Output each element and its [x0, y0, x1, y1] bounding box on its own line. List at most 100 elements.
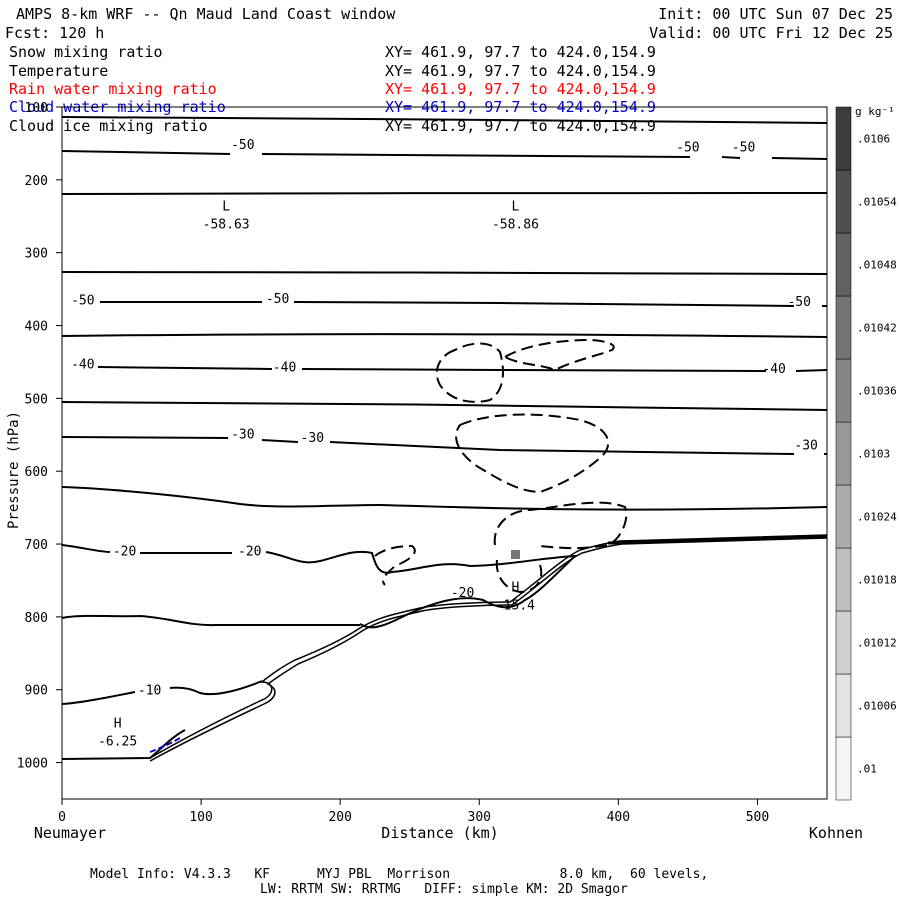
isotherm-label: -50	[231, 138, 254, 153]
y-tick-label: 200	[25, 174, 48, 189]
y-tick-label: 100	[25, 101, 48, 116]
x-axis: 0 100 200 300 400 500	[58, 799, 769, 825]
extremum-kind: L	[512, 200, 520, 215]
y-tick-label: 400	[25, 320, 48, 335]
variable-rain-xy: XY= 461.9, 97.7 to 424.0,154.9	[385, 80, 656, 98]
colorbar-level-label: .0106	[857, 133, 890, 146]
variable-temperature-name: Temperature	[9, 62, 108, 80]
colorbar-level-label: .01006	[857, 700, 897, 713]
colorbar-level-label: .01012	[857, 637, 897, 650]
isotherm-minus30	[61, 436, 827, 455]
cloud-ice-blob-3	[455, 413, 610, 494]
colorbar-swatch	[835, 232, 852, 297]
isotherm-label: -40	[71, 357, 94, 372]
colorbar-swatch	[835, 547, 852, 612]
colorbar-level-label: .01024	[857, 511, 897, 524]
y-tick-label: 1000	[17, 757, 48, 772]
colorbar-swatch	[835, 484, 852, 549]
variable-temperature-xy: XY= 461.9, 97.7 to 424.0,154.9	[385, 62, 656, 80]
x-tick-label: 500	[746, 810, 769, 825]
variable-snow-xy: XY= 461.9, 97.7 to 424.0,154.9	[385, 43, 656, 61]
isotherm-minus40	[97, 366, 828, 372]
isotherm-label: -50	[787, 295, 810, 310]
extremum-value: -58.63	[203, 218, 250, 233]
terrain-profile	[149, 534, 828, 762]
variable-snow-name: Snow mixing ratio	[9, 43, 163, 61]
isotherm-upper-flat	[61, 192, 828, 195]
variable-cloudice-name: Cloud ice mixing ratio	[9, 117, 208, 135]
y-tick-label: 900	[25, 684, 48, 699]
isotherm-label: -40	[273, 360, 296, 375]
cloud-ice-contours	[374, 338, 628, 594]
terrain-line-outer	[149, 534, 828, 759]
figure-title: AMPS 8-km WRF -- Qn Maud Land Coast wind…	[16, 5, 396, 23]
isotherm-mid-upper	[61, 271, 828, 275]
forecast-hour: Fcst: 120 h	[5, 24, 104, 42]
isotherm-label: -40	[762, 362, 785, 377]
colorbar-swatch	[835, 673, 852, 738]
cloud-ice-blob-5	[374, 544, 416, 586]
temperature-contours	[61, 116, 828, 760]
y-axis-label: Pressure (hPa)	[6, 411, 22, 529]
x-tick-label: 0	[58, 810, 66, 825]
x-axis-label: Distance (km)	[381, 824, 498, 842]
isotherm-label: -20	[451, 586, 474, 601]
extremum-value: -58.86	[492, 218, 539, 233]
x-axis-end-label: Kohnen	[809, 824, 863, 842]
cloud-ice-blob-6	[495, 559, 543, 594]
y-tick-label: 700	[25, 538, 48, 553]
isotherm-label: -50	[676, 140, 699, 155]
isotherm-minus20-upper	[61, 486, 828, 511]
isotherm-label: -30	[794, 438, 817, 453]
cloud-ice-blob-2	[502, 338, 615, 372]
isotherm-minus20	[61, 544, 578, 629]
colorbar-swatch	[835, 610, 852, 675]
isotherm-minus50-upper	[61, 150, 828, 160]
colorbar: .01 .01006 .01012 .01018 .01024 .0103 .01036 .0…	[835, 106, 897, 801]
y-tick-label: 600	[25, 465, 48, 480]
terrain-plateau-thick	[607, 534, 828, 545]
colorbar-swatch	[835, 421, 852, 486]
isotherm-label: -20	[238, 545, 261, 560]
isotherm-lower	[61, 614, 360, 627]
isotherm-lower-mid	[61, 401, 828, 411]
model-info-line: Model Info: V4.3.3 KF MYJ PBL Morrison 8…	[90, 867, 708, 882]
isotherm-label: -30	[301, 431, 324, 446]
colorbar-level-label: .01	[857, 763, 877, 776]
cloud-ice-blob-1	[435, 342, 504, 403]
contour-labels: -50 -50 -50 -50 -50 -50 -40 -40 -40 -30 -30 -30 -20 -…	[71, 138, 818, 699]
extremum-kind: L	[222, 200, 230, 215]
isotherm-mid	[61, 333, 828, 338]
isotherm-top	[61, 116, 828, 124]
colorbar-swatch	[835, 736, 852, 801]
x-tick-label: 200	[328, 810, 351, 825]
x-axis-start-label: Neumayer	[34, 824, 106, 842]
isotherm-label: -10	[138, 684, 161, 699]
extremum-value: -15.4	[496, 599, 535, 614]
extremum-value: -6.25	[98, 735, 137, 750]
colorbar-swatch	[835, 169, 852, 234]
y-tick-label: 300	[25, 247, 48, 262]
valid-time: Valid: 00 UTC Fri 12 Dec 25	[649, 24, 893, 42]
colorbar-level-label: .01054	[857, 196, 897, 209]
extremum-kind: H	[512, 581, 520, 596]
y-axis: 100 200 300 400 500 600 700 800 900 1000	[17, 101, 62, 772]
physics-info-line: LW: RRTM SW: RRTMG DIFF: simple KM: 2D S…	[260, 882, 628, 897]
colorbar-level-label: .01036	[857, 385, 897, 398]
extremum-kind: H	[114, 717, 122, 732]
isotherm-label: -50	[71, 293, 94, 308]
init-time: Init: 00 UTC Sun 07 Dec 25	[658, 5, 893, 23]
isotherm-label: -50	[266, 292, 289, 307]
isotherm-minus10	[61, 680, 263, 705]
y-tick-label: 800	[25, 611, 48, 626]
isotherm-label: -30	[231, 427, 254, 442]
colorbar-swatch	[835, 106, 852, 171]
y-tick-label: 500	[25, 392, 48, 407]
colorbar-swatch	[835, 295, 852, 360]
isotherm-label: -20	[113, 545, 136, 560]
x-tick-label: 100	[189, 810, 212, 825]
colorbar-level-label: .01018	[857, 574, 897, 587]
x-tick-label: 400	[607, 810, 630, 825]
colorbar-level-label: .01042	[857, 322, 897, 335]
